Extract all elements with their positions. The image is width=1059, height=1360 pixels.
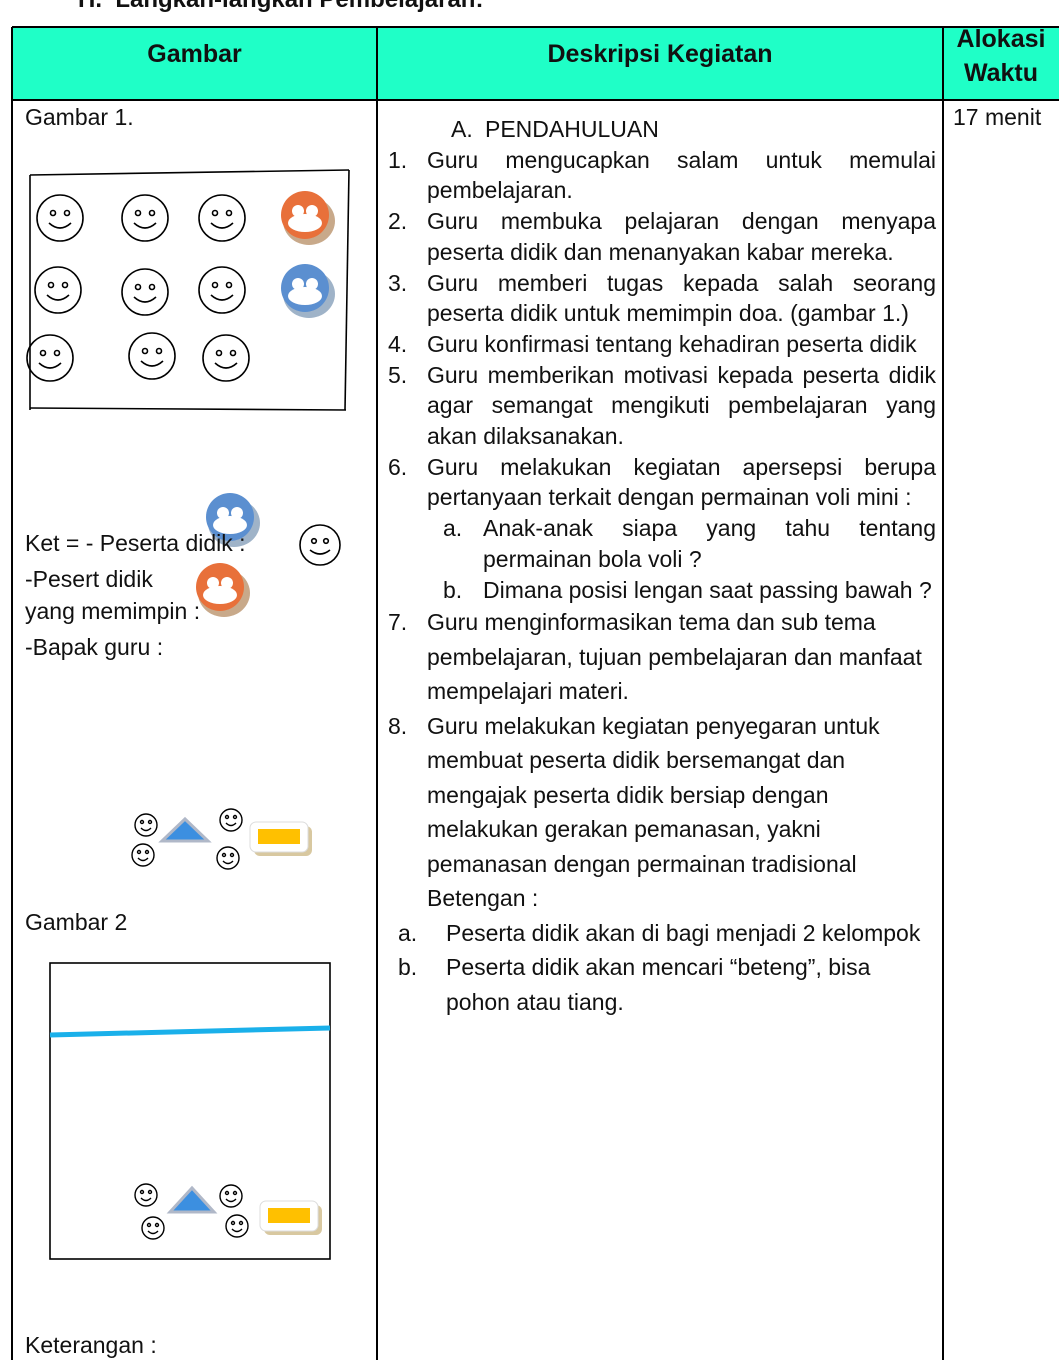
header-cell: Gambar (147, 40, 242, 68)
section-heading: A. PENDAHULUAN (451, 114, 936, 145)
sub-item: b. Peserta didik akan mencari “beteng”, b… (398, 950, 936, 1019)
item-list: 1. Guru mengucapkan salam untuk memulai p… (388, 145, 936, 1020)
header-cell: Deskripsi Kegiatan (547, 40, 773, 68)
list-item-block: 6. Guru melakukan kegiatan apersepsi beru… (388, 452, 936, 606)
list-item: 3. Guru memberi tugas kepada salah seoran… (388, 268, 936, 329)
sub-item-text: Peserta didik akan di bagi menjadi 2 kel… (446, 919, 921, 946)
figure-title: Gambar 1. (25, 104, 134, 130)
legend-text: Ket = - Peserta didik : (25, 530, 246, 556)
net-line (49, 1025, 331, 1038)
table-lines (11, 26, 1059, 1360)
leader-icons (196, 191, 335, 617)
item-number: 1. (388, 146, 408, 173)
list-item: 4. Guru konfirmasi tentang kehadiran pese… (388, 329, 936, 360)
team-smileys (131, 808, 249, 1240)
sub-item-letter: a. (443, 515, 463, 542)
legend-text: -Pesert didik (25, 566, 153, 592)
sub-item: b. Dimana posisi lengan saat passing bawa… (443, 575, 936, 606)
item-number: 8. (388, 712, 408, 739)
later-items: 7. Guru menginformasikan tema dan sub tem… (388, 605, 936, 1019)
time-allocation: 17 menit (953, 104, 1042, 130)
sub-item-letter: b. (443, 576, 463, 603)
sub-item-letter: a. (398, 919, 418, 946)
item-number: 5. (388, 361, 408, 388)
item-text: Guru konfirmasi tentang kehadiran pesert… (427, 330, 917, 357)
item-text: Guru melakukan kegiatan penyegaran untuk… (427, 712, 880, 912)
item-number: 3. (388, 269, 408, 296)
list-item-block: 7. Guru menginformasikan tema dan sub tem… (388, 605, 936, 709)
list-item-block: 4. Guru konfirmasi tentang kehadiran pese… (388, 329, 936, 360)
heading: H. Langkah-langkah Pembelajaran: (78, 0, 483, 14)
sub-item: a. Anak-anak siapa yang tahu tentang perm… (443, 513, 936, 574)
list-item-block: 2. Guru membuka pelajaran dengan menyapa … (388, 206, 936, 267)
header-background (12, 27, 1059, 100)
list-item: 6. Guru melakukan kegiatan apersepsi beru… (388, 452, 936, 513)
header-cell: Alokasi Waktu (956, 25, 1046, 87)
heading-title: Langkah-langkah Pembelajaran: (115, 0, 483, 13)
list-item-block: 3. Guru memberi tugas kepada salah seoran… (388, 268, 936, 329)
sub-item-text: Dimana posisi lengan saat passing bawah … (483, 576, 932, 603)
sub-item-text: Peserta didik akan mencari “beteng”, bis… (446, 954, 871, 1015)
section-title: PENDAHULUAN (485, 116, 659, 142)
item-number: 6. (388, 453, 408, 480)
item-number: 7. (388, 609, 408, 636)
sub-item-text: Anak-anak siapa yang tahu tentang permai… (483, 515, 936, 572)
item-text: Guru memberikan motivasi kepada peserta … (427, 361, 936, 450)
heading-number: H. (78, 0, 102, 13)
sub-item-letter: b. (398, 954, 418, 981)
list-item-block: 1. Guru mengucapkan salam untuk memulai p… (388, 145, 936, 206)
list-item-block: 8. Guru melakukan kegiatan penyegaran unt… (388, 709, 936, 1020)
item-text: Guru melakukan kegiatan apersepsi berupa… (427, 453, 936, 511)
list-item-block: 5. Guru memberikan motivasi kepada pesert… (388, 360, 936, 452)
section-letter: A. (451, 116, 473, 142)
item-number: 2. (388, 208, 408, 235)
figure-note: Keterangan : (25, 1332, 157, 1358)
team-markers (158, 816, 322, 1235)
list-item: 5. Guru memberikan motivasi kepada pesert… (388, 360, 936, 452)
figure-title: Gambar 2 (25, 909, 128, 935)
item-text: Guru menginformasikan tema dan sub tema … (427, 609, 922, 705)
smiley-group (26, 194, 341, 566)
list-item: 8. Guru melakukan kegiatan penyegaran unt… (388, 709, 936, 916)
item-text: Guru mengucapkan salam untuk memulai pem… (427, 146, 936, 204)
legend-text: -Bapak guru : (25, 634, 164, 660)
description: A. PENDAHULUAN 1. Guru mengucapkan salam … (388, 114, 936, 1019)
figure2-frame (49, 962, 331, 1260)
legend-text: yang memimpin : (25, 598, 201, 624)
list-item: 1. Guru mengucapkan salam untuk memulai p… (388, 145, 936, 206)
item-text: Guru memberi tugas kepada salah seorang … (427, 269, 936, 327)
list-item: 7. Guru menginformasikan tema dan sub tem… (388, 605, 936, 709)
sub-item: a. Peserta didik akan di bagi menjadi 2 k… (398, 916, 936, 951)
list-item: 2. Guru membuka pelajaran dengan menyapa … (388, 206, 936, 267)
item-number: 4. (388, 330, 408, 357)
item-text: Guru membuka pelajaran dengan menyapa pe… (427, 208, 936, 265)
